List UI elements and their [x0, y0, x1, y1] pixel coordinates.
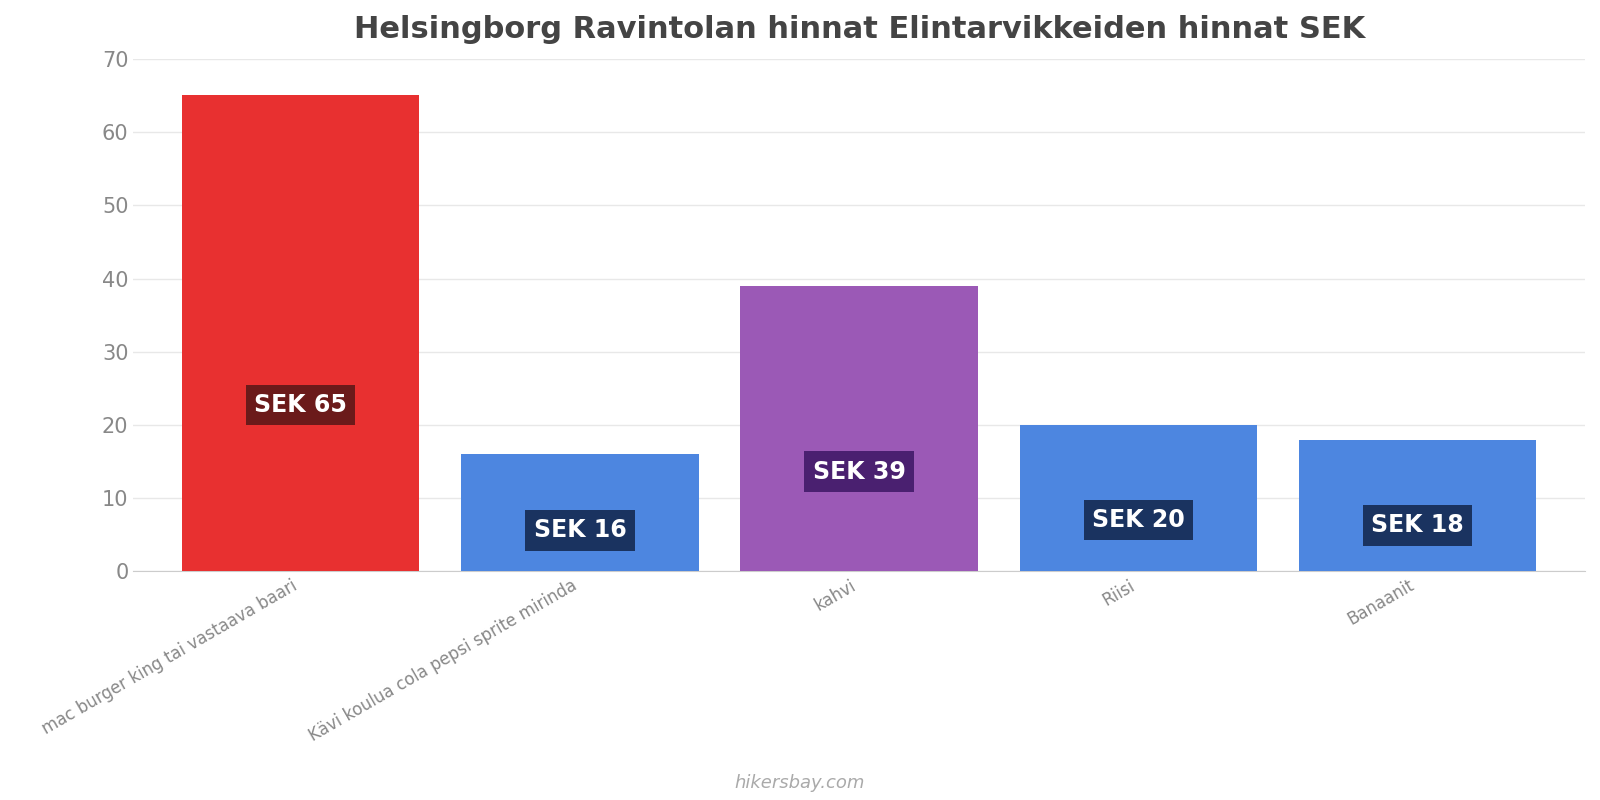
Bar — [741, 286, 978, 571]
Bar — [182, 95, 419, 571]
Bar — [1019, 425, 1258, 571]
Text: hikersbay.com: hikersbay.com — [734, 774, 866, 792]
Text: SEK 65: SEK 65 — [254, 393, 347, 417]
Bar — [461, 454, 699, 571]
Text: SEK 20: SEK 20 — [1091, 508, 1184, 532]
Text: SEK 16: SEK 16 — [533, 518, 626, 542]
Bar — [1299, 440, 1536, 571]
Text: SEK 39: SEK 39 — [813, 459, 906, 483]
Title: Helsingborg Ravintolan hinnat Elintarvikkeiden hinnat SEK: Helsingborg Ravintolan hinnat Elintarvik… — [354, 15, 1365, 44]
Text: SEK 18: SEK 18 — [1371, 514, 1464, 538]
